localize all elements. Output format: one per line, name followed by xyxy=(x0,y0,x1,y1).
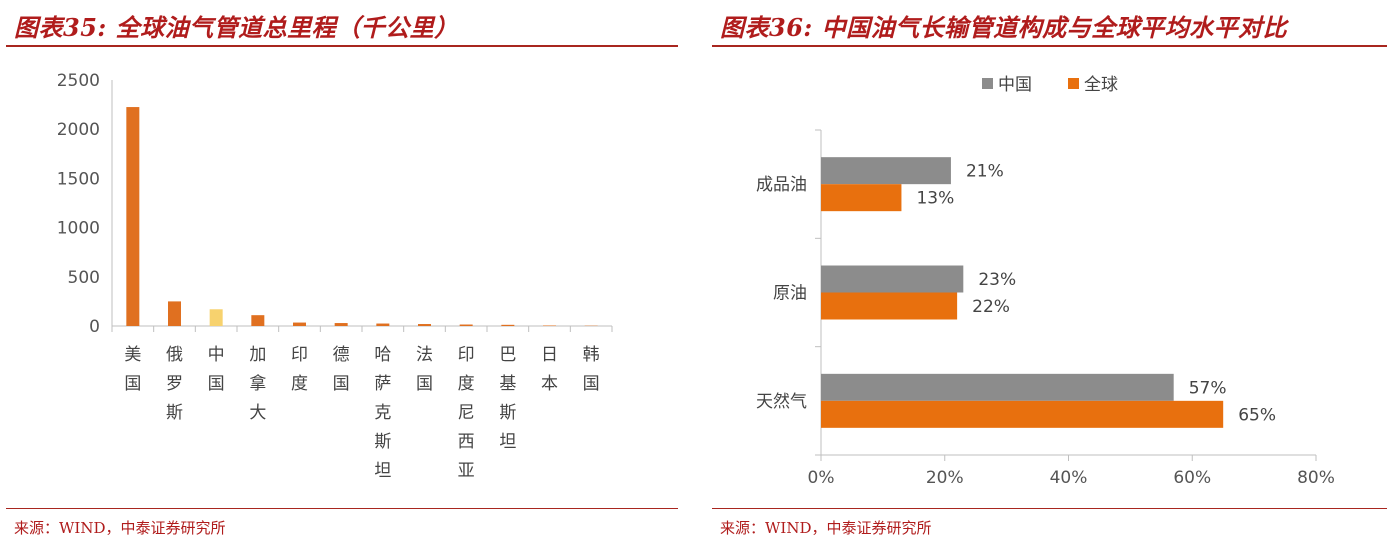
bar xyxy=(821,373,1174,401)
data-label: 23% xyxy=(978,270,1016,290)
x-category-label: 日本 xyxy=(541,345,558,394)
data-label: 57% xyxy=(1189,378,1227,398)
bar xyxy=(821,157,951,185)
x-category-label: 中国 xyxy=(208,345,225,394)
x-category-label: 哈萨克斯坦 xyxy=(374,345,391,481)
bar xyxy=(168,301,181,326)
y-category-label: 成品油 xyxy=(756,175,807,195)
y-tick-label: 500 xyxy=(68,268,100,288)
x-tick-label: 40% xyxy=(1050,468,1088,488)
right-source-rule xyxy=(712,508,1387,509)
left-figure-title: 图表35: 全球油气管道总里程（千公里） xyxy=(14,13,459,42)
bar xyxy=(209,309,223,326)
x-category-label: 俄罗斯 xyxy=(166,345,183,423)
left-source-rule xyxy=(6,508,678,509)
legend-swatch xyxy=(982,78,993,89)
y-tick-label: 1000 xyxy=(57,219,100,239)
x-category-label: 印度尼西亚 xyxy=(458,345,475,481)
bar xyxy=(821,292,958,320)
right-chart-panel: 图表36: 中国油气长输管道构成与全球平均水平对比 中国 全球 0% 20% 40% 60… xyxy=(706,0,1389,540)
x-tick-label: 80% xyxy=(1297,468,1335,488)
y-tick-label: 0 xyxy=(89,317,100,337)
left-source-note: 来源：WIND，中泰证券研究所 xyxy=(14,519,226,537)
right-title-rule xyxy=(712,45,1387,47)
right-figure-title: 图表36: 中国油气长输管道构成与全球平均水平对比 xyxy=(720,13,1288,42)
left-title-rule xyxy=(6,45,678,47)
y-tick-label: 2500 xyxy=(57,71,100,91)
right-bar-chart: 中国 全球 0% 20% 40% 60% 80% 成品油 21% 13% 原油 23% 22% 天然气 57… xyxy=(756,75,1335,488)
bar xyxy=(251,315,265,326)
x-category-label: 法国 xyxy=(416,345,433,394)
bar xyxy=(821,400,1224,428)
data-label: 65% xyxy=(1238,405,1276,425)
right-source-note: 来源：WIND，中泰证券研究所 xyxy=(720,519,932,537)
y-tick-label: 1500 xyxy=(57,169,100,189)
x-tick-label: 0% xyxy=(808,468,835,488)
bar xyxy=(821,265,964,293)
legend-label: 中国 xyxy=(998,75,1032,95)
legend-swatch xyxy=(1068,78,1079,89)
x-category-label: 加拿大 xyxy=(249,345,266,423)
x-tick-label: 60% xyxy=(1173,468,1211,488)
x-tick-label: 20% xyxy=(926,468,964,488)
y-category-label: 原油 xyxy=(773,284,807,304)
data-label: 22% xyxy=(972,297,1010,317)
bar xyxy=(459,324,473,326)
x-category-label: 韩国 xyxy=(583,345,600,394)
y-category-label: 天然气 xyxy=(756,392,807,412)
bar xyxy=(821,184,902,212)
x-category-label: 印度 xyxy=(291,345,308,394)
bar xyxy=(293,322,306,326)
bar xyxy=(501,324,515,326)
data-label: 13% xyxy=(916,189,954,209)
x-category-label: 巴基斯坦 xyxy=(499,345,516,452)
data-label: 21% xyxy=(966,162,1004,182)
y-tick-label: 2000 xyxy=(57,120,100,140)
bar xyxy=(126,107,140,326)
x-category-label: 德国 xyxy=(333,345,350,394)
bar xyxy=(334,323,348,326)
legend-label: 全球 xyxy=(1084,75,1118,95)
x-category-label: 美国 xyxy=(124,345,141,394)
bar xyxy=(376,323,390,326)
bar xyxy=(418,324,431,326)
left-chart-panel: 图表35: 全球油气管道总里程（千公里） 0 500 1000 1500 2000 250… xyxy=(0,0,680,540)
